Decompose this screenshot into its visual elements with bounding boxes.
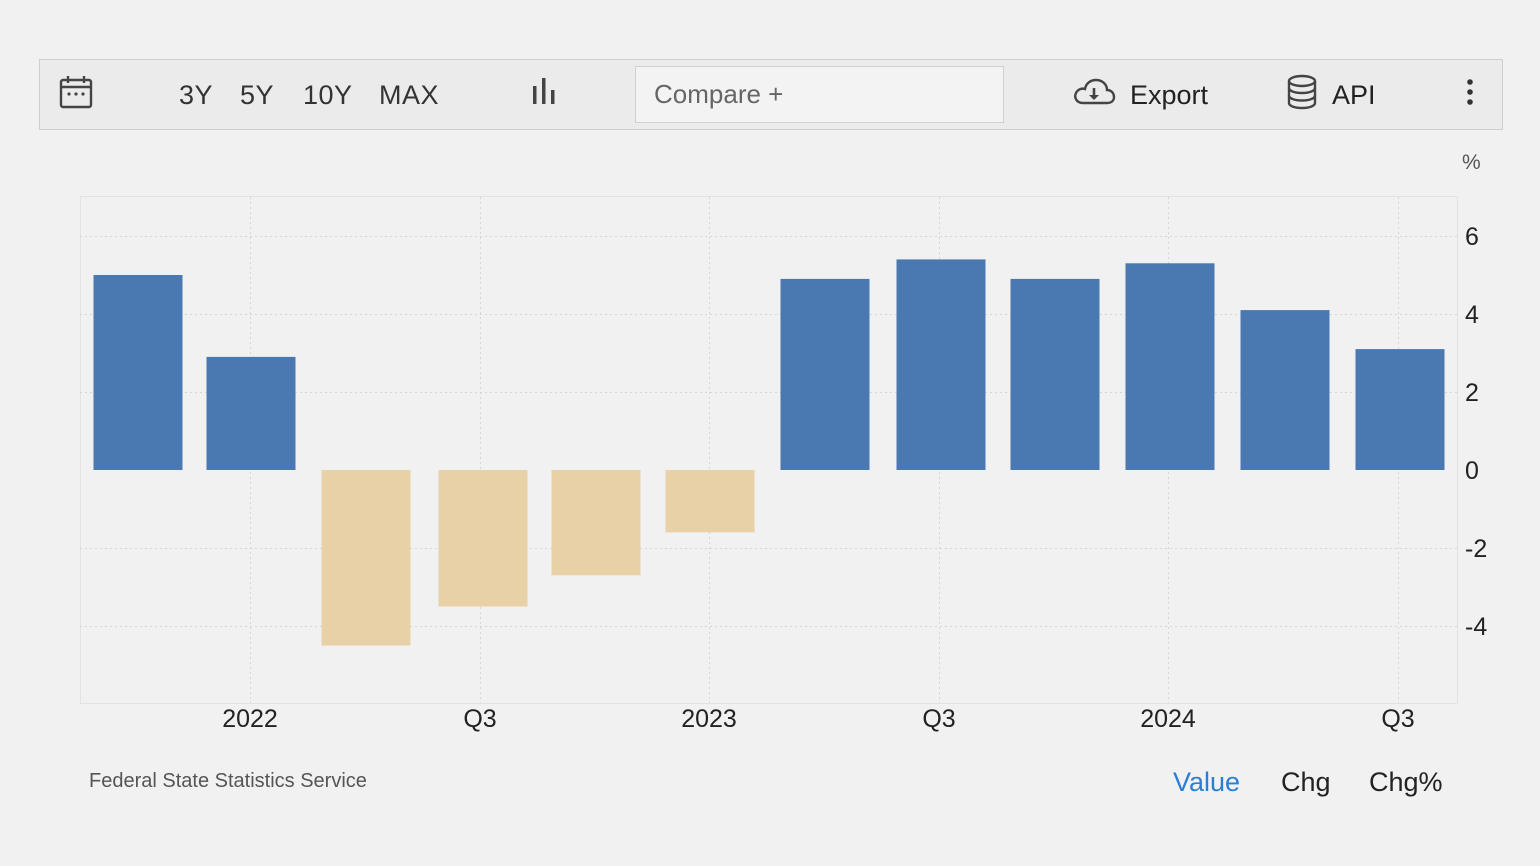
bar[interactable] bbox=[1355, 349, 1445, 470]
x-tick-label: 2023 bbox=[681, 705, 737, 733]
value-mode-button[interactable]: Value bbox=[1173, 767, 1241, 797]
bar[interactable] bbox=[206, 356, 296, 470]
y-tick-label: 0 bbox=[1465, 457, 1479, 485]
bar[interactable] bbox=[551, 470, 641, 576]
x-tick-label: Q3 bbox=[463, 705, 496, 733]
calendar-icon bbox=[58, 74, 94, 117]
api-button[interactable]: API bbox=[1286, 60, 1376, 131]
bar[interactable] bbox=[896, 259, 986, 470]
y-tick-label: 4 bbox=[1465, 301, 1479, 329]
y-tick-label: 6 bbox=[1465, 223, 1479, 251]
chart-type-button[interactable] bbox=[530, 60, 560, 131]
x-tick-label: 2022 bbox=[222, 705, 278, 733]
chg-mode-button[interactable]: Chg bbox=[1281, 767, 1331, 797]
range-10y-button[interactable]: 10Y bbox=[303, 80, 353, 110]
chg-percent-mode-button[interactable]: Chg% bbox=[1369, 767, 1443, 797]
y-tick-label: 2 bbox=[1465, 379, 1479, 407]
bar[interactable] bbox=[321, 470, 411, 646]
compare-label: Compare + bbox=[654, 79, 784, 109]
data-source-label: Federal State Statistics Service bbox=[89, 770, 367, 792]
bar[interactable] bbox=[1125, 263, 1215, 470]
x-tick-label: Q3 bbox=[922, 705, 955, 733]
range-max-button[interactable]: MAX bbox=[379, 80, 440, 110]
export-label: Export bbox=[1130, 80, 1209, 110]
compare-input[interactable]: Compare + bbox=[635, 66, 1004, 123]
bar[interactable] bbox=[780, 278, 870, 470]
database-icon bbox=[1286, 74, 1318, 117]
bar[interactable] bbox=[1240, 310, 1330, 470]
chart-toolbar: 3Y 5Y 10Y MAX Compare + Export bbox=[39, 59, 1503, 130]
export-button[interactable]: Export bbox=[1072, 60, 1208, 131]
range-5y-button[interactable]: 5Y bbox=[240, 80, 275, 110]
api-label: API bbox=[1332, 80, 1376, 110]
bar[interactable] bbox=[665, 470, 755, 533]
bar-chart-icon bbox=[530, 76, 560, 115]
range-3y-button[interactable]: 3Y bbox=[179, 80, 214, 110]
bar[interactable] bbox=[1010, 278, 1100, 470]
x-tick-label: 2024 bbox=[1140, 705, 1196, 733]
cloud-download-icon bbox=[1072, 76, 1116, 115]
bar[interactable] bbox=[438, 470, 528, 607]
x-tick-label: Q3 bbox=[1381, 705, 1414, 733]
calendar-button[interactable] bbox=[58, 60, 94, 131]
plot-area bbox=[80, 196, 1458, 704]
more-options-button[interactable] bbox=[1460, 60, 1480, 131]
bar[interactable] bbox=[93, 275, 183, 470]
y-tick-label: -2 bbox=[1465, 535, 1487, 563]
unit-label: % bbox=[1462, 151, 1481, 174]
more-vertical-icon bbox=[1460, 76, 1480, 115]
y-tick-label: -4 bbox=[1465, 613, 1487, 641]
